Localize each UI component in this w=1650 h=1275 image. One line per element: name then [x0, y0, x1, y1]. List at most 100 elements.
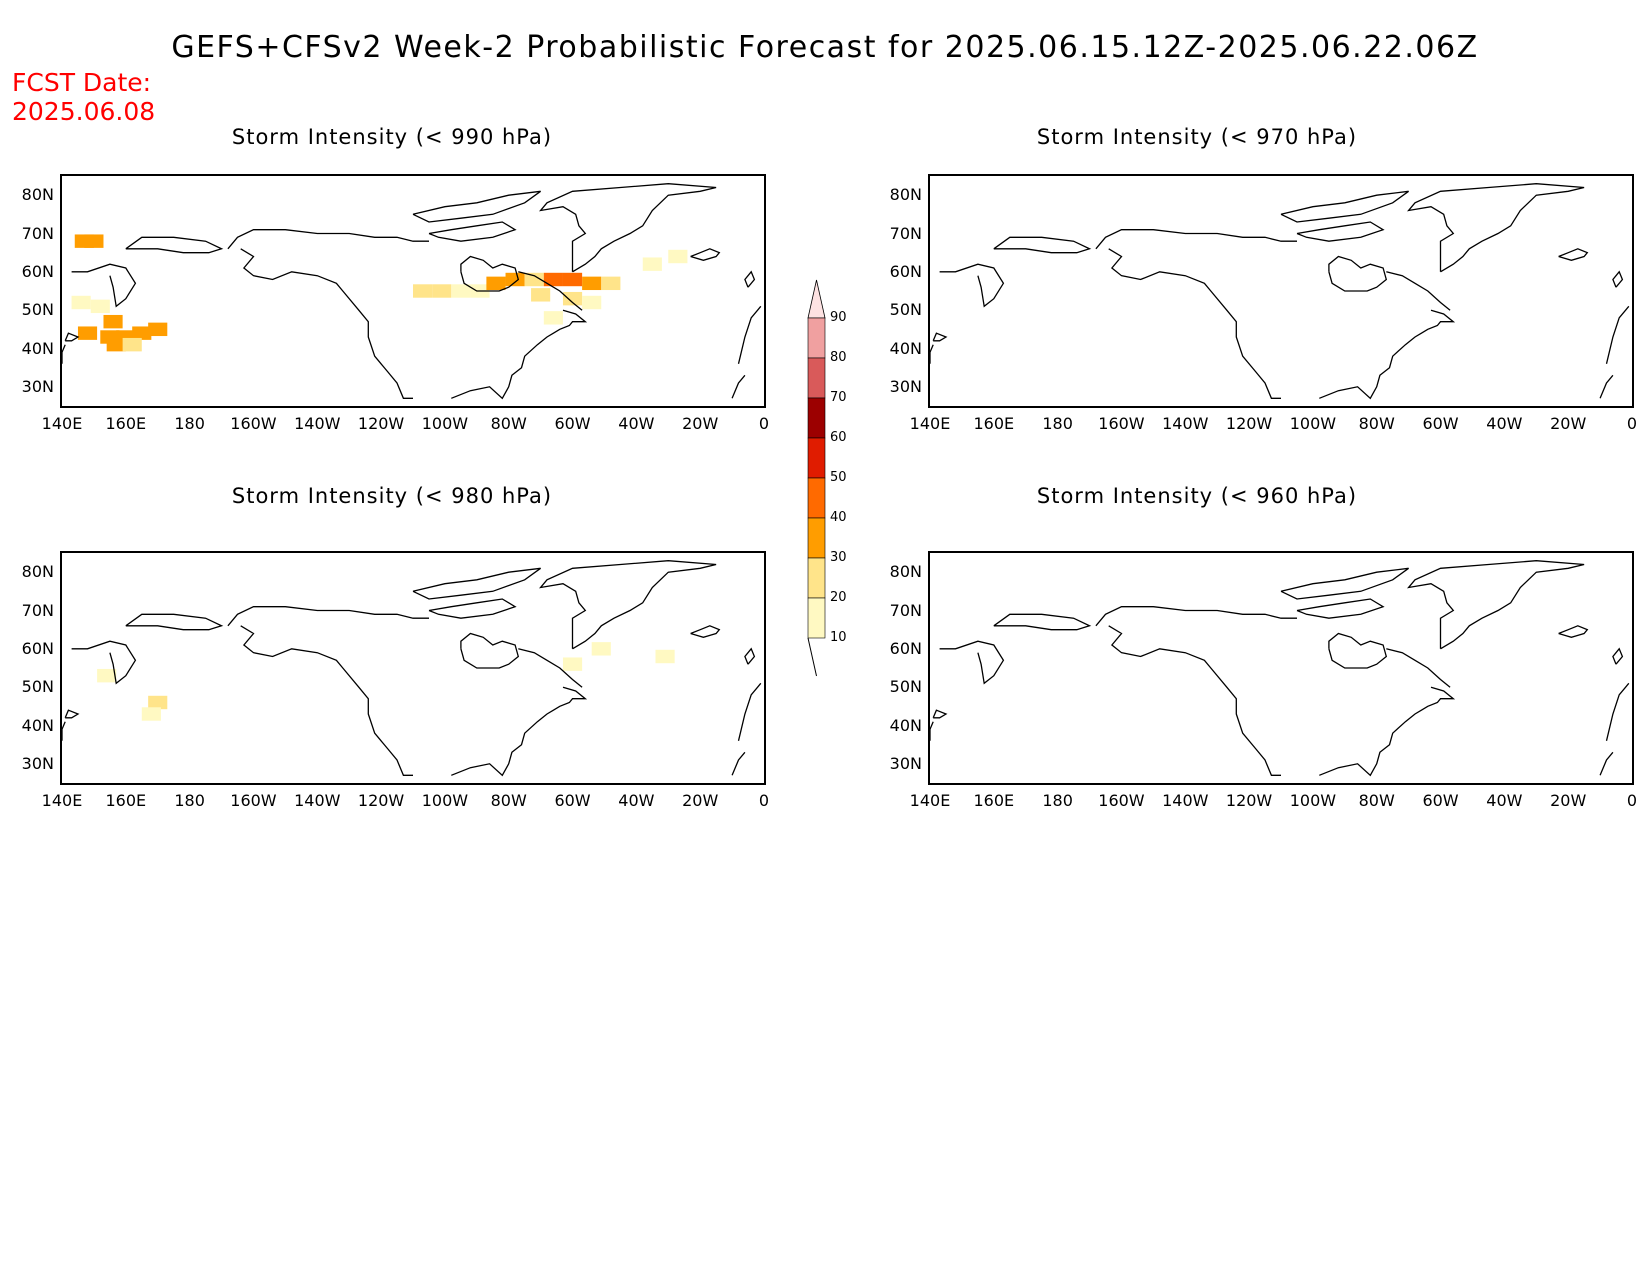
lat-tick-label: 30N — [889, 376, 922, 396]
probability-cell — [77, 326, 98, 340]
colorbar-label: 20 — [830, 590, 847, 605]
lon-tick-label: 100W — [421, 414, 469, 433]
colorbar-swatch — [807, 357, 826, 399]
lon-tick-label: 160W — [230, 414, 277, 433]
colorbar-label: 70 — [830, 390, 847, 405]
lat-tick-label: 50N — [21, 300, 54, 320]
lon-tick-label: 100W — [421, 791, 469, 810]
lon-tick-label: 40W — [618, 414, 655, 433]
coastline — [1605, 682, 1630, 741]
lon-tick-label: 100W — [1289, 414, 1337, 433]
map-canvas — [62, 183, 762, 400]
coastline — [939, 640, 1005, 685]
lat-tick-label: 60N — [21, 638, 54, 658]
coastline — [930, 344, 934, 364]
probability-cell — [531, 288, 551, 302]
lon-tick-label: 40W — [1486, 414, 1523, 433]
coastline — [1612, 270, 1624, 288]
coastline — [1095, 606, 1297, 627]
coastline — [1558, 248, 1589, 261]
coastline — [1599, 374, 1614, 399]
coastline — [1558, 625, 1589, 638]
coastline — [412, 190, 541, 223]
probability-cell — [90, 299, 110, 314]
coastline — [71, 640, 137, 685]
coastline — [744, 270, 756, 288]
probability-cell — [413, 284, 433, 298]
coastline — [227, 229, 429, 250]
map-frame — [928, 551, 1634, 785]
colorbar-swatch — [807, 477, 826, 519]
lon-tick-label: 160E — [105, 414, 147, 433]
lat-tick-label: 40N — [21, 715, 54, 735]
lat-tick-label: 60N — [889, 638, 922, 658]
coastline — [125, 613, 224, 631]
panel-title-990: Storm Intensity (< 990 hPa) — [231, 125, 553, 149]
coastline — [932, 709, 948, 719]
probability-cell — [106, 337, 126, 352]
probability-cell — [451, 284, 471, 298]
map-canvas — [930, 560, 1630, 777]
lon-tick-label: 0 — [1626, 791, 1638, 810]
lat-tick-label: 70N — [21, 223, 54, 243]
probability-cell — [505, 272, 525, 287]
map-frame — [928, 174, 1634, 408]
lat-tick-label: 40N — [889, 338, 922, 358]
panel-title-980: Storm Intensity (< 980 hPa) — [231, 484, 553, 508]
coastline — [1406, 560, 1585, 650]
lat-tick-label: 40N — [889, 715, 922, 735]
lat-tick-label: 80N — [21, 185, 54, 205]
coastline — [1386, 648, 1451, 688]
lon-tick-label: 20W — [682, 414, 719, 433]
lon-tick-label: 0 — [1626, 414, 1638, 433]
colorbar-swatch — [807, 557, 826, 599]
probability-cell — [582, 276, 602, 291]
forecast-date: FCST Date: 2025.06.08 — [12, 68, 155, 126]
lon-tick-label: 140W — [294, 414, 341, 433]
lon-tick-label: 140E — [41, 791, 83, 810]
lon-tick-label: 160W — [1098, 791, 1145, 810]
lon-tick-label: 140W — [1162, 791, 1209, 810]
coastline — [737, 305, 762, 364]
lon-tick-label: 80W — [490, 414, 527, 433]
fcst-date-label: FCST Date: — [12, 68, 152, 97]
lat-tick-label: 50N — [889, 677, 922, 697]
coastline — [939, 263, 1005, 308]
lon-tick-label: 160E — [973, 791, 1015, 810]
coastline — [1386, 271, 1451, 311]
colorbar-label: 30 — [830, 550, 847, 565]
coastline — [1108, 248, 1281, 399]
panel-title-960: Storm Intensity (< 960 hPa) — [1036, 484, 1358, 508]
map-canvas — [930, 183, 1630, 400]
lat-tick-label: 30N — [889, 753, 922, 773]
probability-cell — [148, 695, 168, 710]
lon-tick-label: 20W — [682, 791, 719, 810]
lon-tick-label: 160W — [230, 791, 277, 810]
coastline — [932, 332, 948, 342]
coastline — [62, 721, 66, 741]
fcst-date-value: 2025.06.08 — [12, 97, 156, 126]
lon-tick-label: 20W — [1550, 414, 1587, 433]
coastline — [993, 236, 1092, 254]
lat-tick-label: 60N — [21, 261, 54, 281]
main-title: GEFS+CFSv2 Week-2 Probabilistic Forecast… — [171, 30, 1479, 65]
coastline — [1280, 190, 1409, 223]
lon-tick-label: 160E — [105, 791, 147, 810]
probability-cell — [122, 337, 142, 352]
coastline — [125, 236, 224, 254]
probability-cell — [141, 707, 161, 721]
lon-tick-label: 140W — [1162, 414, 1209, 433]
coastline — [428, 598, 517, 619]
coastline — [518, 271, 583, 311]
coastline — [1296, 598, 1385, 619]
coastline — [744, 647, 756, 665]
lon-tick-label: 140E — [909, 414, 951, 433]
probability-cell — [103, 314, 123, 329]
probability-cell — [148, 322, 168, 337]
probability-cell — [97, 668, 117, 683]
map-frame — [60, 551, 766, 785]
coastline — [993, 613, 1092, 631]
coastline — [1612, 647, 1624, 665]
coastline — [64, 709, 80, 719]
